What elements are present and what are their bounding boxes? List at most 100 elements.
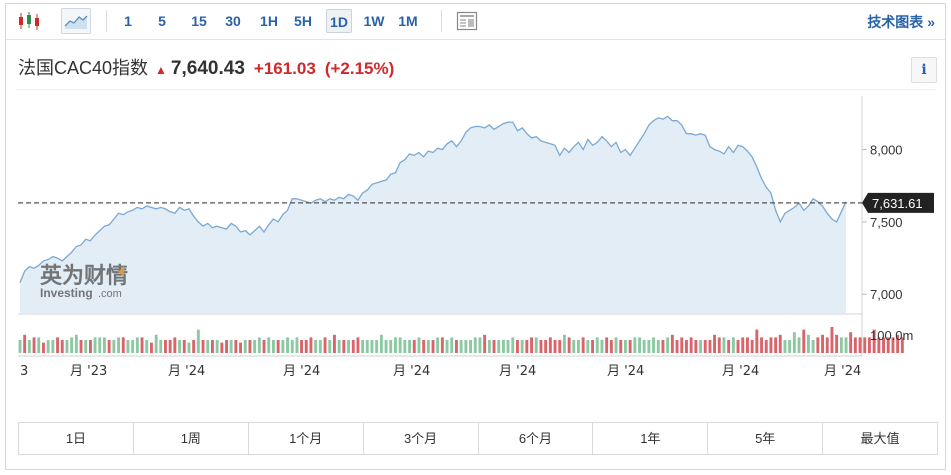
range-button-0[interactable]: 1日 bbox=[19, 423, 134, 454]
interval-1w[interactable]: 1W bbox=[363, 13, 385, 29]
chart-widget: 1 5 15 30 1H 5H 1D 1W 1M 技术图表 » 法国CAC40指数 ▲ 7,64… bbox=[5, 3, 946, 470]
volume-bar bbox=[394, 337, 397, 353]
volume-bar bbox=[450, 337, 454, 353]
range-button-1[interactable]: 1周 bbox=[134, 423, 249, 454]
volume-bar bbox=[182, 340, 186, 353]
volume-bar bbox=[384, 340, 388, 353]
volume-bar bbox=[229, 340, 233, 353]
volume-bar bbox=[797, 337, 801, 353]
y-tick-label: 7,500 bbox=[870, 215, 903, 230]
volume-bar bbox=[84, 340, 88, 353]
range-button-7[interactable]: 最大值 bbox=[860, 431, 900, 446]
volume-bar bbox=[234, 340, 238, 353]
volume-bar bbox=[455, 340, 458, 353]
volume-bar bbox=[760, 337, 763, 353]
interval-1[interactable]: 1 bbox=[124, 13, 132, 29]
interval-5[interactable]: 5 bbox=[158, 13, 166, 29]
volume-bar bbox=[473, 337, 477, 353]
range-button-3[interactable]: 3个月 bbox=[364, 423, 479, 454]
volume-bar bbox=[192, 340, 196, 353]
volume-bar bbox=[703, 340, 707, 353]
volume-bar bbox=[675, 340, 679, 353]
volume-bar bbox=[487, 340, 491, 353]
range-button-4[interactable]: 6个月 bbox=[479, 423, 594, 454]
volume-bar bbox=[788, 340, 792, 353]
volume-bar bbox=[877, 337, 881, 353]
volume-bar bbox=[121, 337, 125, 353]
volume-bar bbox=[117, 337, 120, 353]
volume-bar bbox=[821, 334, 824, 353]
volume-bar bbox=[778, 334, 782, 353]
volume-bar bbox=[652, 337, 655, 353]
volume-axis-label: 100.0m bbox=[870, 328, 913, 343]
volume-bar bbox=[32, 337, 36, 353]
volume-bar bbox=[70, 337, 74, 353]
volume-bar bbox=[746, 337, 749, 353]
area-chart-icon[interactable] bbox=[61, 8, 91, 34]
volume-bar bbox=[131, 340, 135, 353]
volume-bar bbox=[309, 337, 313, 353]
volume-bar bbox=[525, 340, 529, 353]
volume-bar bbox=[440, 337, 444, 353]
volume-bar bbox=[220, 342, 224, 353]
volume-bar bbox=[717, 337, 721, 353]
volume-bar bbox=[398, 337, 402, 353]
volume-bar bbox=[211, 340, 214, 353]
x-axis-label: 3 bbox=[20, 364, 28, 379]
volume-bar bbox=[558, 340, 562, 353]
info-button[interactable]: i bbox=[911, 57, 937, 83]
up-arrow-icon: ▲ bbox=[155, 63, 167, 77]
volume-bar bbox=[807, 334, 810, 353]
volume-bar bbox=[154, 334, 158, 353]
volume-bar bbox=[281, 340, 285, 353]
watermark-logo-icon bbox=[118, 266, 124, 276]
volume-bar bbox=[445, 340, 449, 353]
interval-1m[interactable]: 1M bbox=[398, 13, 418, 29]
range-button-2[interactable]: 1个月 bbox=[249, 423, 364, 454]
x-axis-label: 月 '24 bbox=[283, 364, 320, 379]
volume-bar bbox=[614, 337, 618, 353]
interval-30[interactable]: 30 bbox=[225, 13, 241, 29]
time-range-selector: 1日 1周 1个月 3个月 6个月 1年 5年 最大值 bbox=[18, 422, 938, 455]
volume-bar bbox=[811, 340, 815, 353]
volume-bar bbox=[764, 340, 768, 353]
volume-bar bbox=[783, 340, 787, 353]
range-button-6[interactable]: 5年 bbox=[708, 423, 824, 454]
interval-15[interactable]: 15 bbox=[191, 13, 207, 29]
volume-bar bbox=[365, 340, 369, 353]
interval-1d[interactable]: 1D bbox=[326, 9, 352, 33]
x-axis-label: 月 '24 bbox=[499, 364, 536, 379]
volume-bar bbox=[412, 340, 416, 353]
range-button-5[interactable]: 1年 bbox=[593, 423, 709, 454]
technical-chart-link[interactable]: 技术图表 » bbox=[867, 14, 935, 30]
volume-bar bbox=[624, 340, 627, 353]
volume-bar bbox=[426, 340, 430, 353]
interval-1h[interactable]: 1H bbox=[260, 13, 278, 29]
volume-bar bbox=[572, 340, 576, 353]
interval-5h[interactable]: 5H bbox=[294, 13, 312, 29]
volume-bar bbox=[605, 337, 609, 353]
volume-bar bbox=[206, 340, 210, 353]
volume-bar bbox=[600, 340, 604, 353]
volume-bar bbox=[868, 337, 871, 353]
volume-bar bbox=[178, 340, 181, 353]
volume-bar bbox=[708, 340, 712, 353]
volume-bar bbox=[502, 340, 505, 353]
volume-bar bbox=[243, 340, 247, 353]
volume-bar bbox=[215, 340, 219, 353]
volume-bar bbox=[150, 342, 153, 353]
x-axis-label: 月 '23 bbox=[70, 364, 107, 379]
volume-bar bbox=[201, 340, 205, 353]
volume-bar bbox=[844, 337, 848, 353]
volume-bar bbox=[187, 342, 191, 353]
volume-bar bbox=[159, 340, 163, 353]
volume-bar bbox=[356, 337, 360, 353]
y-tick-label: 7,000 bbox=[870, 287, 903, 302]
volume-bar bbox=[661, 340, 665, 353]
candlestick-icon[interactable] bbox=[14, 8, 44, 34]
report-icon[interactable] bbox=[453, 8, 481, 34]
volume-bar bbox=[225, 340, 228, 353]
volume-bar bbox=[79, 340, 83, 353]
volume-bar bbox=[563, 334, 566, 353]
